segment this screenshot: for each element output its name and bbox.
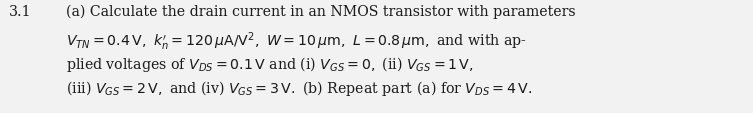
Text: $V_{TN} = 0.4\,\mathrm{V},\ k^{\prime}_{n} = 120\,\mu\mathrm{A/V}^{2},\ W = 10\,: $V_{TN} = 0.4\,\mathrm{V},\ k^{\prime}_{… xyxy=(66,30,527,52)
Text: plied voltages of $V_{DS} = 0.1\,\mathrm{V}$ and (i) $V_{GS} = 0,$ (ii) $V_{GS} : plied voltages of $V_{DS} = 0.1\,\mathrm… xyxy=(66,54,474,73)
Text: (iii) $V_{GS} = 2\,\mathrm{V},$ and (iv) $V_{GS} = 3\,\mathrm{V}.$ (b) Repeat pa: (iii) $V_{GS} = 2\,\mathrm{V},$ and (iv)… xyxy=(66,78,532,97)
Text: 3.1: 3.1 xyxy=(9,5,32,19)
Text: (a) Calculate the drain current in an NMOS transistor with parameters: (a) Calculate the drain current in an NM… xyxy=(66,5,576,19)
